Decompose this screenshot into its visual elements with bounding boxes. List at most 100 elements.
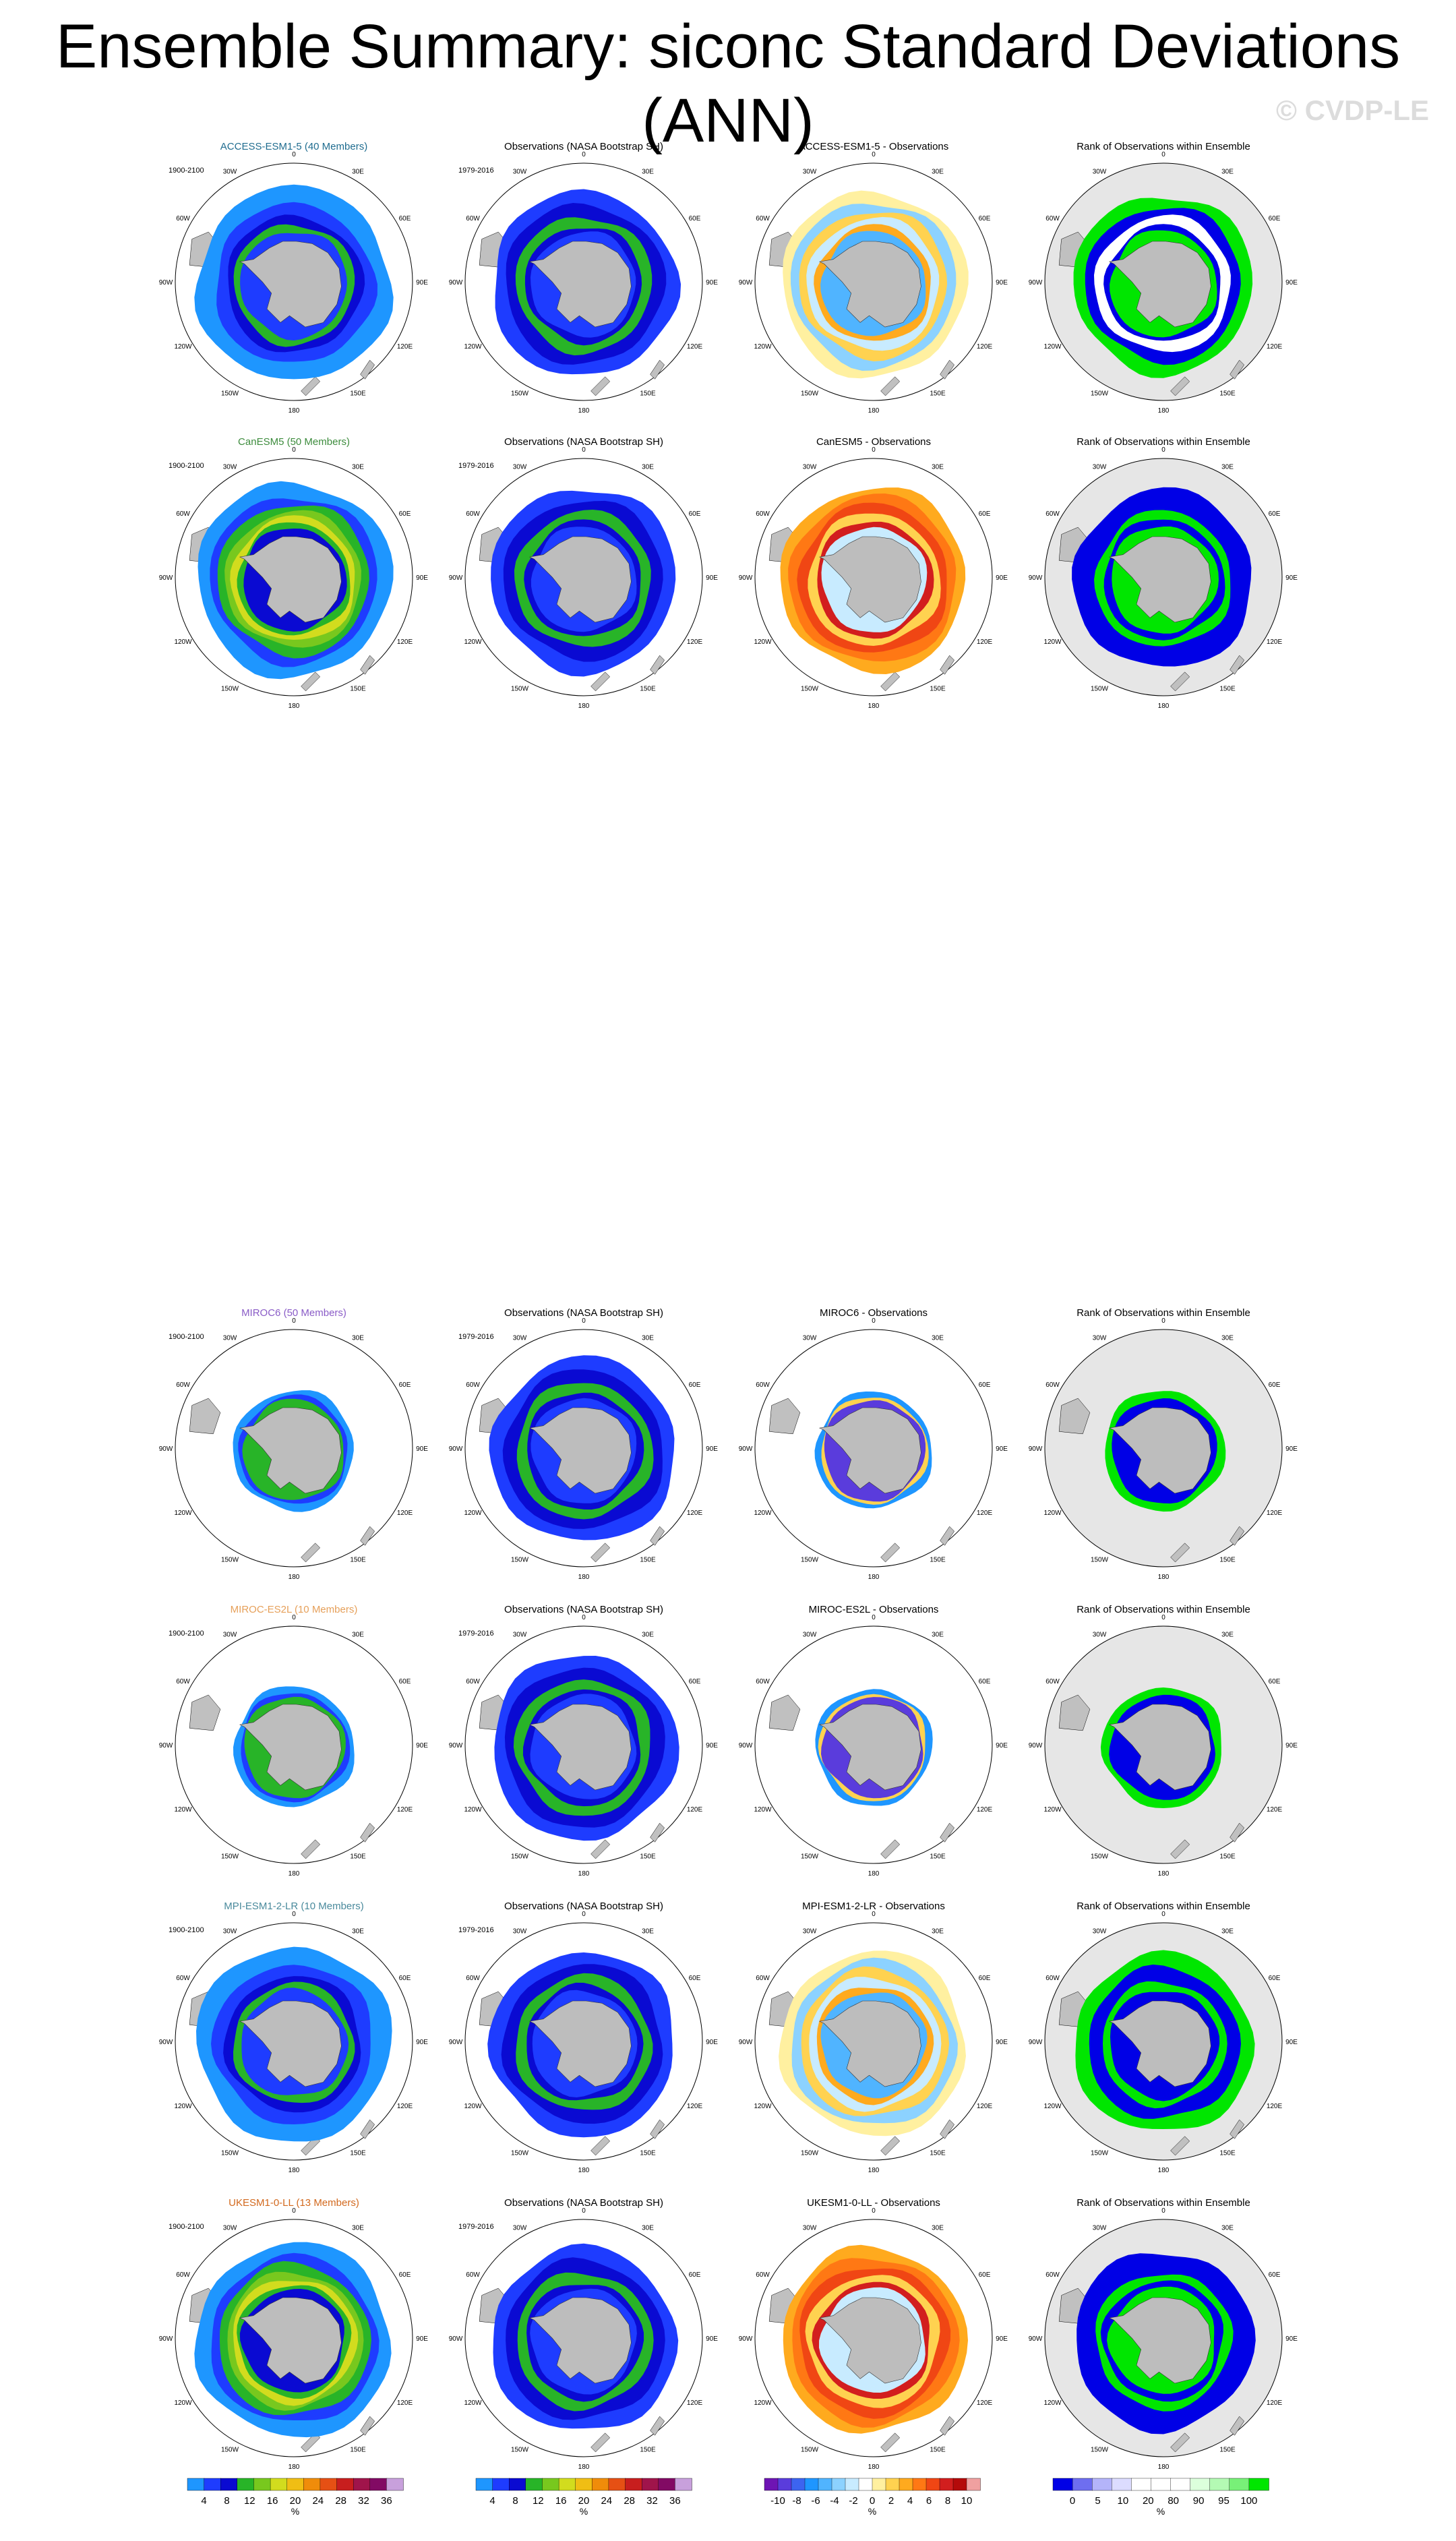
colorbar-swatch	[542, 2478, 559, 2491]
colorbar-swatch	[642, 2478, 659, 2491]
lon-label: 90E	[416, 2039, 428, 2046]
colorbar-tick: 16	[267, 2495, 278, 2507]
lon-label: 30E	[1221, 1632, 1234, 1639]
lon-label: 60E	[1269, 2271, 1281, 2279]
model-map-row-6: UKESM1-0-LL (13 Members)0 30E 60E 90E 120E 15…	[159, 2197, 429, 2471]
lon-label: 30W	[803, 1928, 817, 1936]
lon-label: 30E	[1221, 464, 1234, 471]
lon-label: 120W	[754, 1509, 772, 1517]
colorbar-swatch	[818, 2478, 832, 2491]
lon-label: 60E	[689, 1678, 701, 1685]
lon-label: 120W	[754, 2399, 772, 2407]
colorbar-swatch	[237, 2478, 255, 2491]
lon-label: 30W	[223, 1632, 237, 1639]
period-label: 1979-2016	[458, 1333, 494, 1341]
lon-label: 60W	[176, 215, 190, 222]
lon-label: 180	[289, 407, 300, 415]
lon-label: 90E	[706, 1445, 718, 1453]
colorbar-rank: 0 5 10 20 80 90 95 100%	[1052, 2478, 1269, 2517]
lon-label: 30E	[352, 1632, 364, 1639]
lon-label: 150W	[801, 2447, 819, 2454]
colorbar-tick: 24	[312, 2495, 324, 2507]
colorbar-swatch	[885, 2478, 900, 2491]
period-label: 1900-2100	[169, 1926, 204, 1934]
colorbar-swatch	[475, 2478, 493, 2491]
lon-label: 30W	[803, 2225, 817, 2232]
colorbar-tick: 28	[624, 2495, 635, 2507]
period-label: 1979-2016	[458, 2223, 494, 2231]
colorbar-difference: -10 -8 -6 -4 -2 0 2 4 6 8 10%	[764, 2478, 981, 2517]
colorbar-tick: 12	[244, 2495, 255, 2507]
lon-label: 60W	[176, 1678, 190, 1685]
lon-label: 0	[1161, 446, 1165, 454]
colorbar-tick: 2	[888, 2495, 894, 2507]
lon-label: 30E	[352, 464, 364, 471]
lon-label: 180	[868, 702, 880, 710]
lon-label: 120E	[977, 2399, 993, 2407]
lon-label: 150W	[1091, 1557, 1109, 1564]
period-label: 1900-2100	[169, 2223, 204, 2231]
lon-label: 30W	[803, 169, 817, 176]
lon-label: 60W	[466, 2271, 480, 2279]
panel-title: Rank of Observations within Ensemble	[1076, 1901, 1250, 1912]
lon-label: 180	[289, 2167, 300, 2174]
lon-label: 180	[868, 2463, 880, 2471]
colorbar-unit: %	[868, 2506, 876, 2517]
lon-label: 60W	[756, 215, 770, 222]
lon-label: 30E	[642, 2225, 654, 2232]
lon-label: 120E	[1267, 2399, 1283, 2407]
colorbar-tick: 95	[1218, 2495, 1230, 2507]
lon-label: 30W	[513, 1335, 527, 1342]
panel-title: MIROC-ES2L (10 Members)	[231, 1604, 358, 1615]
lon-label: 0	[292, 1317, 296, 1325]
lon-label: 60E	[399, 1678, 411, 1685]
observations-map-row-5: Observations (NASA Bootstrap SH)0 30E 60E 9…	[449, 1901, 719, 2174]
colorbar-swatch	[1112, 2478, 1132, 2491]
lon-label: 180	[1158, 2463, 1170, 2471]
observations-map-row-1: Observations (NASA Bootstrap SH)0 30E 60E 9…	[449, 141, 719, 415]
lon-label: 90W	[1029, 574, 1043, 582]
colorbar-swatch	[320, 2478, 338, 2491]
lon-label: 150E	[1219, 1557, 1236, 1564]
lon-label: 30E	[352, 169, 364, 176]
colorbar-tick: 10	[1118, 2495, 1129, 2507]
lon-label: 90E	[1285, 574, 1298, 582]
lon-label: 150E	[640, 1557, 656, 1564]
lon-label: 60E	[689, 215, 701, 222]
lon-label: 150W	[801, 390, 819, 398]
lon-label: 90E	[1285, 279, 1298, 287]
colorbar-tick: -4	[830, 2495, 839, 2507]
lon-label: 60E	[1269, 510, 1281, 518]
lon-label: 120E	[687, 1509, 703, 1517]
lon-label: 0	[872, 151, 876, 158]
lon-label: 150E	[640, 2150, 656, 2157]
lon-label: 90E	[1285, 1445, 1298, 1453]
lon-label: 90E	[416, 1742, 428, 1750]
lon-label: 90W	[449, 1742, 463, 1750]
lon-label: 30E	[642, 1335, 654, 1342]
colorbar-tick: 90	[1193, 2495, 1205, 2507]
lon-label: 60E	[979, 510, 991, 518]
lon-label: 120E	[1267, 638, 1283, 646]
lon-label: 120W	[174, 2399, 192, 2407]
panel-title: MIROC6 - Observations	[820, 1307, 928, 1319]
lon-label: 60W	[466, 1975, 480, 1982]
lon-label: 150E	[350, 2150, 366, 2157]
lon-label: 120W	[174, 2103, 192, 2110]
lon-label: 120E	[397, 1509, 413, 1517]
colorbar-swatch	[1072, 2478, 1093, 2491]
lon-label: 150W	[1091, 686, 1109, 693]
lon-label: 60W	[756, 1678, 770, 1685]
lon-label: 180	[578, 2463, 590, 2471]
lon-label: 60W	[756, 510, 770, 518]
lon-label: 150E	[350, 1853, 366, 1861]
lon-label: 90E	[1285, 2335, 1298, 2343]
lon-label: 30E	[642, 464, 654, 471]
lon-label: 150W	[221, 1853, 239, 1861]
colorbar-swatch	[1190, 2478, 1211, 2491]
lon-label: 120E	[977, 2103, 993, 2110]
lon-label: 150E	[1219, 686, 1236, 693]
